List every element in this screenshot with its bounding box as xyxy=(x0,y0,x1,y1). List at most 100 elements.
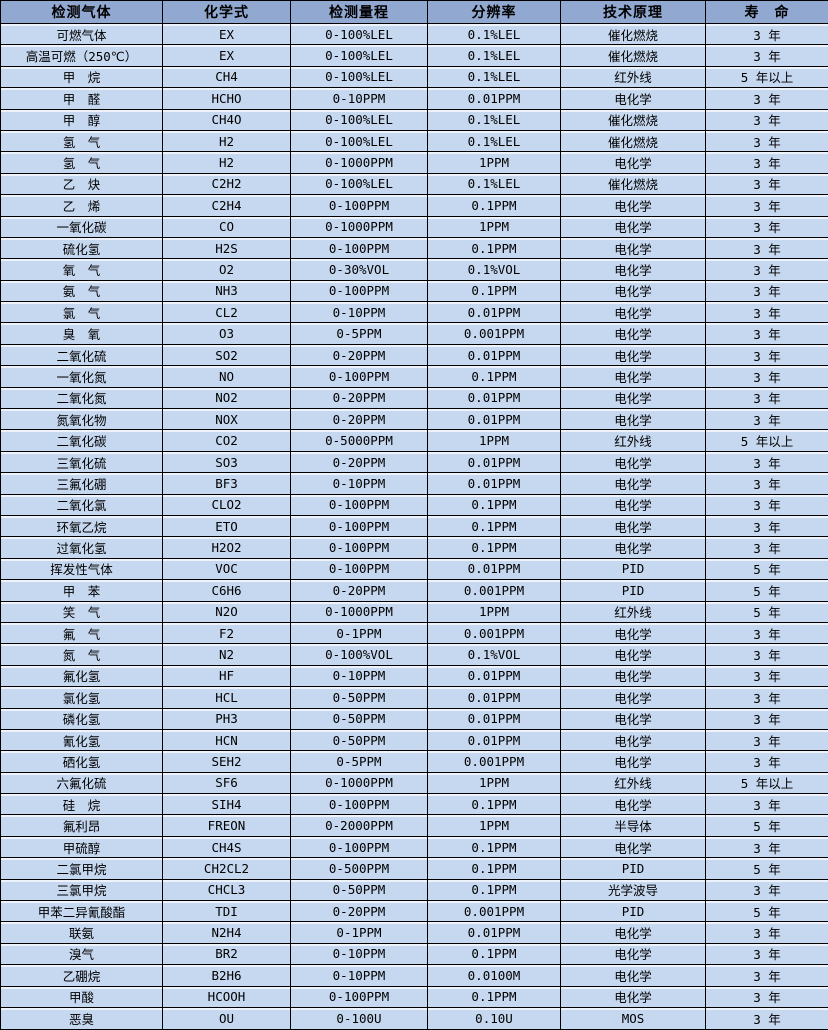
table-cell: 光学波导 xyxy=(560,878,706,902)
table-cell: 0-5PPM xyxy=(290,750,428,773)
table-cell: 氯 气 xyxy=(0,301,163,324)
table-cell: 0.01PPM xyxy=(427,87,561,110)
table-cell: 氨 气 xyxy=(0,279,163,303)
table-cell: ETO xyxy=(162,514,291,538)
table-cell: 硫化氢 xyxy=(0,236,163,260)
table-cell: 3 年 xyxy=(705,365,828,388)
table-cell: 氟利昂 xyxy=(0,814,163,837)
column-header-3: 检测量程 xyxy=(290,0,428,24)
table-cell: 0-50PPM xyxy=(290,878,428,902)
table-cell: 3 年 xyxy=(705,279,828,303)
table-cell: 溴气 xyxy=(0,942,163,966)
table-row: 笑 气 N2O 0-1000PPM 1PPM 红外线 5 年 xyxy=(0,600,828,623)
table-cell: 3 年 xyxy=(705,921,828,944)
table-cell: 3 年 xyxy=(705,493,828,516)
table-cell: 3 年 xyxy=(705,878,828,902)
table-cell: 0-1PPM xyxy=(290,621,428,645)
table-row: 臭 氧 O3 0-5PPM 0.001PPM 电化学 3 年 xyxy=(0,322,828,345)
table-cell: 0-20PPM xyxy=(290,900,428,923)
table-cell: 电化学 xyxy=(560,964,706,987)
table-cell: 3 年 xyxy=(705,87,828,110)
table-cell: 3 年 xyxy=(705,514,828,538)
table-cell: 1PPM xyxy=(427,215,561,238)
table-cell: 甲 苯 xyxy=(0,579,163,602)
table-cell: 催化燃烧 xyxy=(560,108,706,131)
table-cell: 0.001PPM xyxy=(427,750,561,773)
table-cell: 环氧乙烷 xyxy=(0,514,163,538)
table-cell: 0-20PPM xyxy=(290,450,428,474)
table-cell: 0-20PPM xyxy=(290,579,428,602)
table-row: 二氯甲烷 CH2CL2 0-500PPM 0.1PPM PID 5 年 xyxy=(0,857,828,880)
table-cell: 甲硫醇 xyxy=(0,835,163,859)
table-cell: 二氧化硫 xyxy=(0,343,163,367)
table-cell: 催化燃烧 xyxy=(560,44,706,67)
table-cell: 红外线 xyxy=(560,600,706,623)
table-cell: 0-100%LEL xyxy=(290,44,428,67)
table-cell: 0-2000PPM xyxy=(290,814,428,837)
table-cell: H2 xyxy=(162,129,291,153)
table-cell: 3 年 xyxy=(705,151,828,174)
table-cell: 3 年 xyxy=(705,215,828,238)
table-cell: 3 年 xyxy=(705,664,828,688)
table-cell: 电化学 xyxy=(560,258,706,281)
table-cell: 5 年以上 xyxy=(705,65,828,89)
table-row: 氧 气 O2 0-30%VOL 0.1%VOL 电化学 3 年 xyxy=(0,258,828,281)
table-row: 硅 烷 SIH4 0-100PPM 0.1PPM 电化学 3 年 xyxy=(0,793,828,816)
table-cell: 电化学 xyxy=(560,151,706,174)
table-row: 甲 醛 HCHO 0-10PPM 0.01PPM 电化学 3 年 xyxy=(0,87,828,110)
table-cell: 氧 气 xyxy=(0,258,163,281)
table-cell: 3 年 xyxy=(705,22,828,46)
table-cell: PH3 xyxy=(162,707,291,730)
header-row: 检测气体 化学式 检测量程 分辨率 技术原理寿 命 xyxy=(0,0,828,24)
table-cell: 0-100%LEL xyxy=(290,22,428,46)
table-cell: 电化学 xyxy=(560,985,706,1008)
table-cell: 3 年 xyxy=(705,536,828,559)
table-cell: 催化燃烧 xyxy=(560,172,706,196)
table-cell: EX xyxy=(162,22,291,46)
table-cell: 3 年 xyxy=(705,985,828,1008)
table-cell: 氟化氢 xyxy=(0,664,163,688)
table-cell: 电化学 xyxy=(560,386,706,410)
table-cell: CH4 xyxy=(162,65,291,89)
table-cell: 臭 氧 xyxy=(0,322,163,345)
table-cell: 0-1000PPM xyxy=(290,151,428,174)
table-cell: 氮氧化物 xyxy=(0,408,163,431)
table-cell: NOX xyxy=(162,408,291,431)
table-cell: 3 年 xyxy=(705,386,828,410)
table-cell: 3 年 xyxy=(705,236,828,260)
table-cell: 0.1%LEL xyxy=(427,129,561,153)
table-cell: H2 xyxy=(162,151,291,174)
table-cell: HCN xyxy=(162,728,291,752)
table-cell: 二氧化碳 xyxy=(0,429,163,452)
table-cell: CO2 xyxy=(162,429,291,452)
table-cell: 氢 气 xyxy=(0,129,163,153)
table-cell: 0-1000PPM xyxy=(290,600,428,623)
table-row: 环氧乙烷 ETO 0-100PPM 0.1PPM 电化学 3 年 xyxy=(0,514,828,538)
table-cell: 电化学 xyxy=(560,215,706,238)
table-cell: 0-50PPM xyxy=(290,707,428,730)
table-cell: 0-100PPM xyxy=(290,493,428,516)
table-cell: 0-100%LEL xyxy=(290,129,428,153)
table-cell: 0-100PPM xyxy=(290,365,428,388)
table-cell: 催化燃烧 xyxy=(560,22,706,46)
table-cell: 催化燃烧 xyxy=(560,129,706,153)
table-cell: 0.01PPM xyxy=(427,557,561,581)
table-cell: 0-100PPM xyxy=(290,236,428,260)
table-row: 三氯甲烷 CHCL3 0-50PPM 0.1PPM 光学波导 3 年 xyxy=(0,878,828,902)
table-row: 二氧化氯 CLO2 0-100PPM 0.1PPM 电化学 3 年 xyxy=(0,493,828,516)
table-cell: 1PPM xyxy=(427,600,561,623)
table-cell: 5 年 xyxy=(705,814,828,837)
table-cell: O2 xyxy=(162,258,291,281)
table-row: 氢 气 H2 0-100%LEL 0.1%LEL 催化燃烧 3 年 xyxy=(0,129,828,153)
table-cell: 电化学 xyxy=(560,921,706,944)
table-cell: 电化学 xyxy=(560,279,706,303)
table-cell: 3 年 xyxy=(705,686,828,709)
table-cell: CL2 xyxy=(162,301,291,324)
table-cell: N2H4 xyxy=(162,921,291,944)
table-cell: O3 xyxy=(162,322,291,345)
table-cell: 电化学 xyxy=(560,514,706,538)
table-cell: 电化学 xyxy=(560,686,706,709)
table-cell: PID xyxy=(560,900,706,923)
table-row: 可燃气体 EX 0-100%LEL 0.1%LEL 催化燃烧 3 年 xyxy=(0,22,828,46)
table-row: 氯 气 CL2 0-10PPM 0.01PPM 电化学 3 年 xyxy=(0,301,828,324)
